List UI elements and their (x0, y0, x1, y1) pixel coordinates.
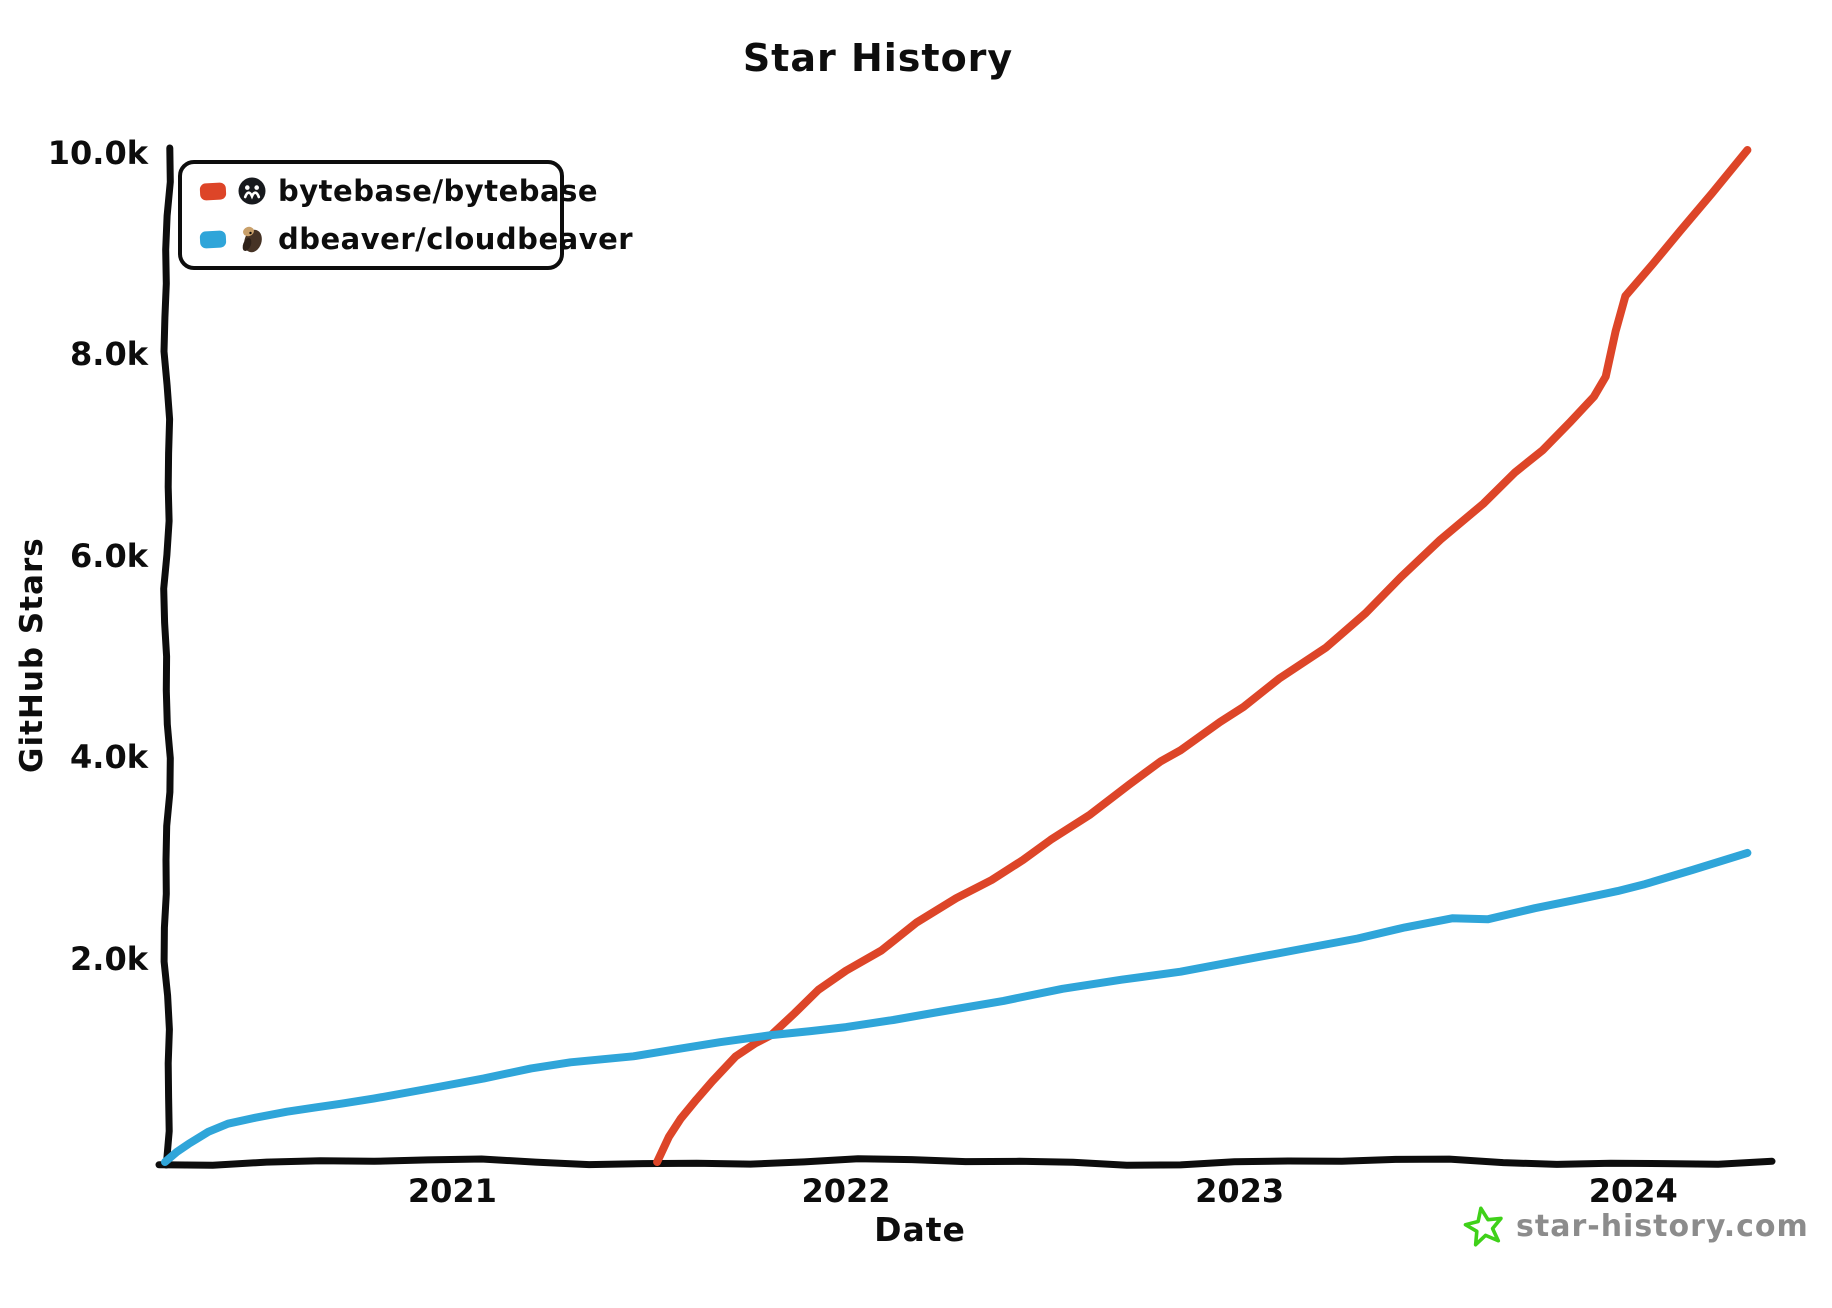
legend-item-bytebase: bytebase/bytebase (199, 171, 598, 211)
legend-label-bytebase: bytebase/bytebase (278, 174, 598, 208)
watermark-text: star-history.com (1516, 1208, 1809, 1244)
y-tick-label: 2.0k (70, 939, 148, 978)
y-axis-line (160, 144, 174, 1169)
legend-box: bytebase/bytebase dbeaver/cloudbeaver (178, 160, 633, 270)
page-title: Star History (742, 36, 1014, 80)
legend-item-cloudbeaver: dbeaver/cloudbeaver (199, 219, 633, 259)
y-tick-label: 6.0k (70, 536, 148, 575)
x-axis-line (155, 1155, 1776, 1169)
legend-swatch-red (199, 181, 227, 201)
y-tick-label: 10.0k (47, 134, 148, 173)
series-line-bytebase-bytebase (653, 146, 1752, 1166)
star-history-logo-icon (1463, 1206, 1503, 1247)
x-tick-label: 2023 (1195, 1172, 1285, 1210)
x-tick-label: 2021 (407, 1172, 497, 1210)
legend-label-cloudbeaver: dbeaver/cloudbeaver (278, 222, 634, 256)
series-line-dbeaver-cloudbeaver (161, 848, 1752, 1166)
beaver-avatar-icon (242, 226, 262, 253)
x-tick-label: 2024 (1588, 1172, 1678, 1210)
y-tick-label: 4.0k (70, 738, 148, 777)
watermark: star-history.com (1462, 1204, 1809, 1248)
x-tick-label: 2022 (801, 1172, 891, 1210)
y-tick-label: 8.0k (70, 335, 148, 374)
series-lines (161, 146, 1752, 1166)
x-axis-title: Date (874, 1210, 966, 1249)
bytebase-avatar-icon (238, 177, 266, 205)
legend-swatch-blue (199, 229, 227, 249)
